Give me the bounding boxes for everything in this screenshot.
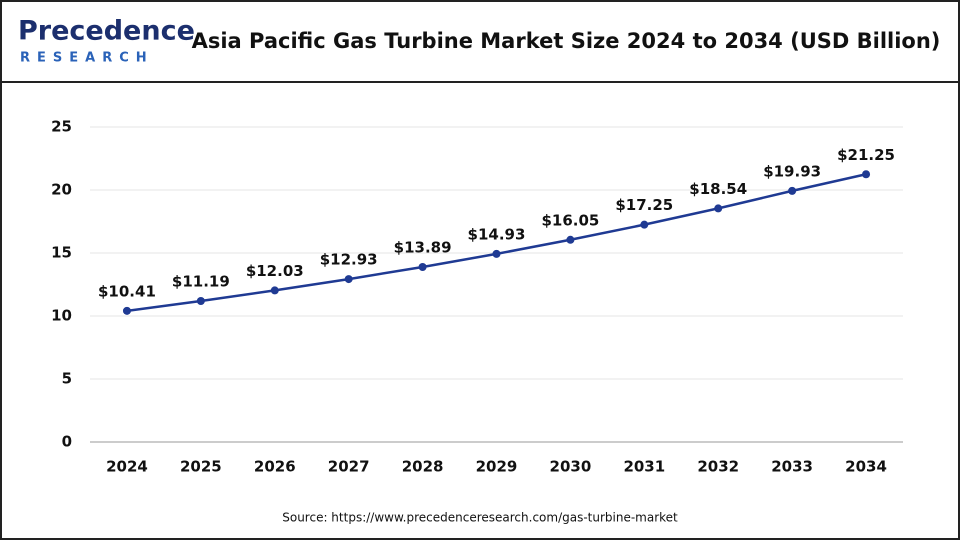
- data-label: $19.93: [763, 162, 821, 180]
- y-tick-label: 10: [51, 307, 72, 325]
- x-tick-label: 2026: [254, 458, 296, 476]
- data-point: [714, 204, 723, 213]
- logo-tagline: RESEARCH: [20, 51, 154, 66]
- data-label: $21.25: [837, 146, 895, 164]
- x-tick-label: 2027: [328, 458, 370, 476]
- chart-title: Asia Pacific Gas Turbine Market Size 202…: [192, 29, 941, 53]
- data-label: $17.25: [615, 196, 673, 214]
- x-tick-label: 2030: [550, 458, 592, 476]
- y-tick-label: 15: [51, 244, 72, 262]
- x-tick-label: 2028: [402, 458, 444, 476]
- y-tick-label: 0: [62, 433, 72, 451]
- x-tick-label: 2025: [180, 458, 222, 476]
- data-label: $12.93: [320, 251, 378, 269]
- data-label: $12.03: [246, 262, 304, 280]
- data-point: [196, 297, 205, 306]
- x-tick-label: 2031: [623, 458, 665, 476]
- data-point: [492, 249, 501, 258]
- y-tick-label: 20: [51, 181, 72, 199]
- x-tick-label: 2033: [771, 458, 813, 476]
- source-note: Source: https://www.precedenceresearch.c…: [282, 511, 678, 525]
- y-tick-label: 25: [51, 118, 72, 136]
- x-tick-label: 2032: [697, 458, 739, 476]
- data-point: [640, 220, 649, 229]
- logo-name: Precedence: [18, 16, 195, 47]
- x-tick-label: 2034: [845, 458, 887, 476]
- data-label: $14.93: [468, 225, 526, 243]
- data-point: [418, 262, 427, 271]
- data-label: $11.19: [172, 273, 230, 291]
- data-label: $16.05: [541, 211, 599, 229]
- data-label: $10.41: [98, 282, 156, 300]
- data-label: $13.89: [394, 238, 452, 256]
- data-point: [788, 186, 797, 195]
- data-point: [122, 306, 131, 315]
- data-label: $18.54: [689, 180, 747, 198]
- data-point: [344, 275, 353, 284]
- data-point: [566, 235, 575, 244]
- x-tick-label: 2024: [106, 458, 148, 476]
- data-point: [270, 286, 279, 295]
- x-tick-label: 2029: [476, 458, 518, 476]
- data-point: [862, 170, 871, 179]
- y-tick-label: 5: [62, 370, 72, 388]
